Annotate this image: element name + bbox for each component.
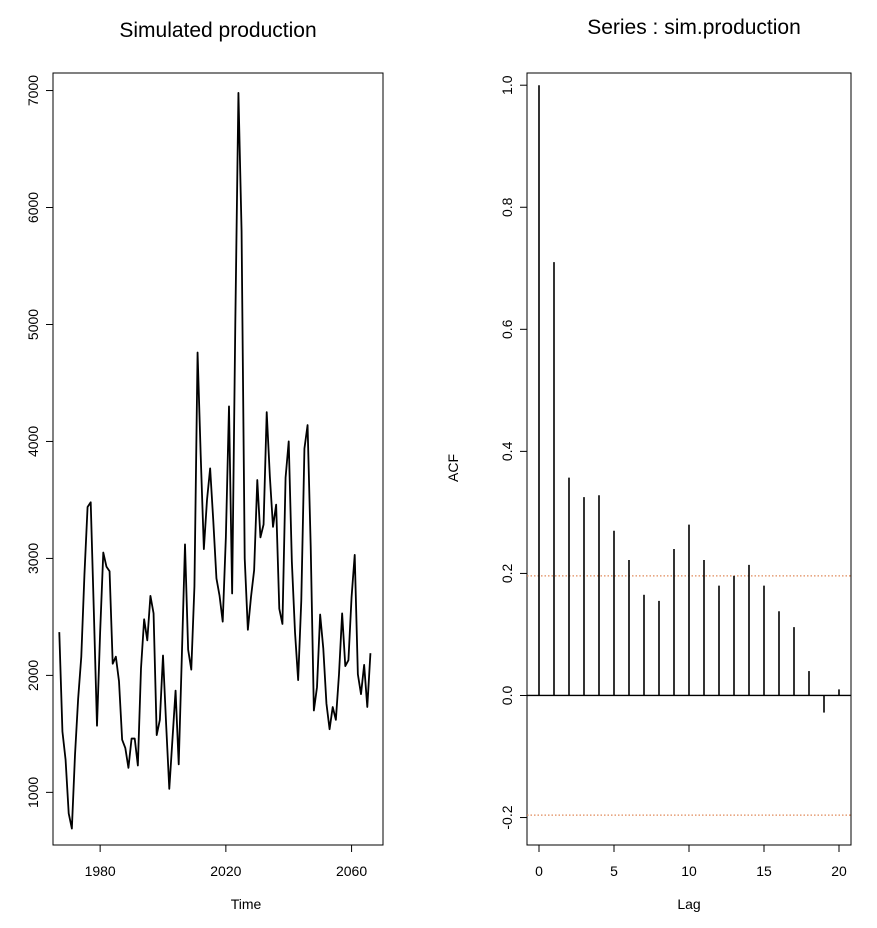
x-tick-label: 10 [681, 863, 697, 879]
x-tick-label: 2060 [336, 863, 367, 879]
acf-x-label: Lag [677, 896, 700, 912]
time-series-panel: Simulated production 1000 2000 3000 4000 500… [25, 19, 384, 912]
y-tick-label: 0.4 [499, 441, 515, 461]
x-tick-label: 20 [831, 863, 847, 879]
acf-bars [538, 85, 840, 713]
time-series-x-label: Time [231, 896, 262, 912]
time-series-y-axis: 1000 2000 3000 4000 5000 6000 7000 [25, 75, 53, 808]
time-series-plot-frame [52, 72, 384, 846]
y-tick-label: 0.2 [499, 563, 515, 583]
time-series-x-axis: 1980 2020 2060 [85, 845, 367, 879]
y-tick-label: 5000 [25, 309, 41, 340]
acf-y-axis: -0.2 0.0 0.2 0.4 0.6 0.8 1.0 [499, 75, 527, 830]
y-tick-label: 2000 [25, 660, 41, 691]
y-tick-label: 3000 [25, 543, 41, 574]
y-tick-label: 1000 [25, 777, 41, 808]
y-tick-label: 4000 [25, 426, 41, 457]
acf-panel: Series : sim.production -0.2 0.0 0.2 0.4 0.6… [445, 16, 852, 912]
y-tick-label: -0.2 [499, 805, 515, 829]
y-tick-label: 0.8 [499, 197, 515, 217]
acf-y-label: ACF [445, 454, 461, 482]
y-tick-label: 1.0 [499, 75, 515, 95]
x-tick-label: 15 [756, 863, 772, 879]
x-tick-label: 2020 [210, 863, 241, 879]
acf-plot-frame [526, 72, 852, 846]
y-tick-label: 0.0 [499, 686, 515, 706]
y-tick-label: 0.6 [499, 319, 515, 339]
x-tick-label: 1980 [85, 863, 116, 879]
y-tick-label: 7000 [25, 75, 41, 106]
x-tick-label: 0 [535, 863, 543, 879]
x-tick-label: 5 [610, 863, 618, 879]
y-tick-label: 6000 [25, 192, 41, 223]
acf-x-axis: 0 5 10 15 20 [535, 845, 847, 879]
time-series-line [58, 91, 372, 830]
acf-title: Series : sim.production [587, 16, 801, 39]
time-series-title: Simulated production [119, 19, 316, 42]
